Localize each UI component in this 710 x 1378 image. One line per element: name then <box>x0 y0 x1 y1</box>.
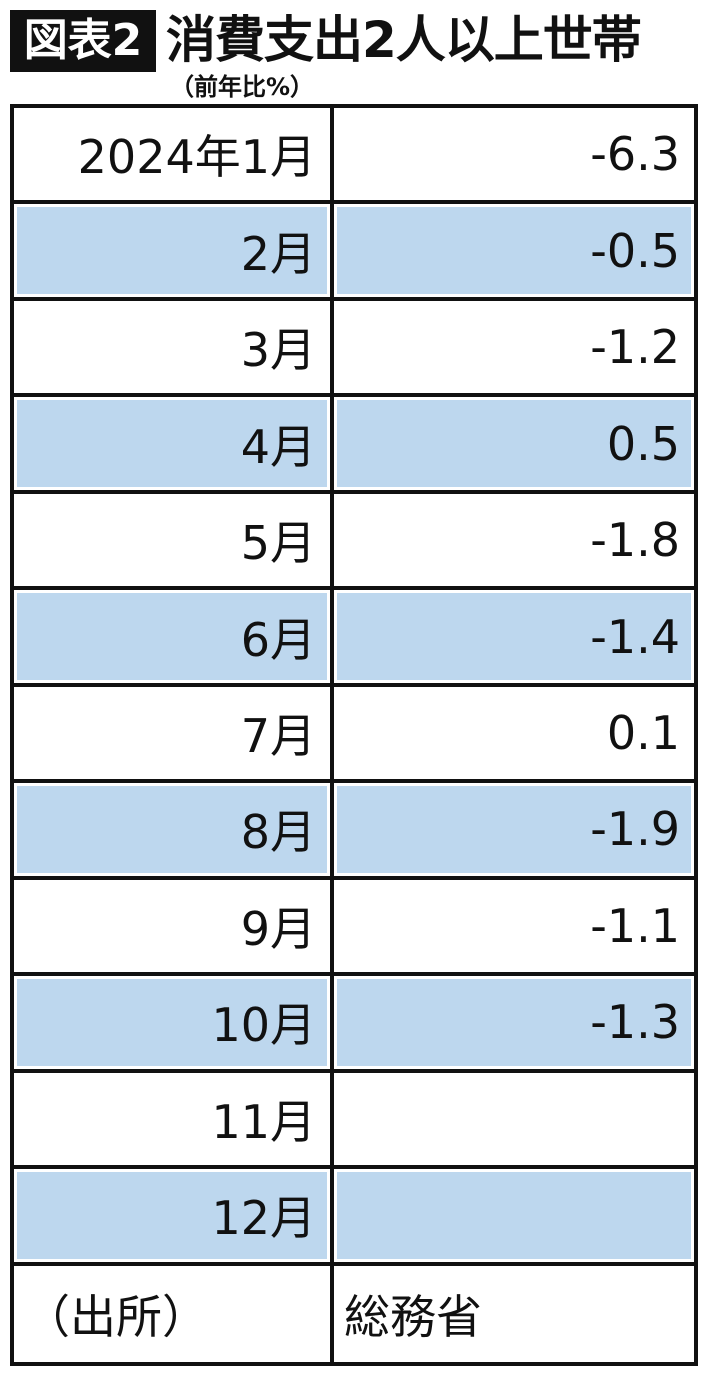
table-cell: 4月 <box>14 397 334 494</box>
table-cell: 0.5 <box>334 397 694 494</box>
table-cell: -1.9 <box>334 783 694 880</box>
table-cell: -0.5 <box>334 204 694 301</box>
table-cell: 6月 <box>14 590 334 687</box>
figure-badge: 図表2 <box>10 10 156 72</box>
table-cell: 0.1 <box>334 687 694 784</box>
table-cell: -1.2 <box>334 301 694 398</box>
table-cell: 2月 <box>14 204 334 301</box>
subtitle: （前年比%） <box>170 73 315 101</box>
title: 消費支出2人以上世帯 <box>166 11 642 69</box>
table: 2024年1月 -6.3 2月 -0.5 3月 -1.2 4月 0.5 5月 -1.8 6月 -1.4… <box>10 104 698 1366</box>
table-cell: -1.3 <box>334 976 694 1073</box>
table-cell: 7月 <box>14 686 334 784</box>
table-cell: -1.8 <box>334 494 694 591</box>
table-cell <box>334 1169 694 1266</box>
table-cell: -6.3 <box>334 108 694 205</box>
table-cell: 5月 <box>14 493 334 591</box>
table-cell: 12月 <box>14 1169 334 1266</box>
table-cell: （出所） <box>14 1265 334 1362</box>
table-cell: 9月 <box>14 879 334 977</box>
table-cell <box>334 1073 694 1170</box>
table-cell: 11月 <box>14 1072 334 1170</box>
table-cell: 8月 <box>14 783 334 880</box>
table-cell: 10月 <box>14 976 334 1073</box>
table-cell: -1.4 <box>334 590 694 687</box>
table-cell: 総務省 <box>344 1289 482 1344</box>
table-cell: -1.1 <box>334 880 694 977</box>
table-cell: 2024年1月 <box>14 108 334 205</box>
table-cell: 3月 <box>14 300 334 398</box>
